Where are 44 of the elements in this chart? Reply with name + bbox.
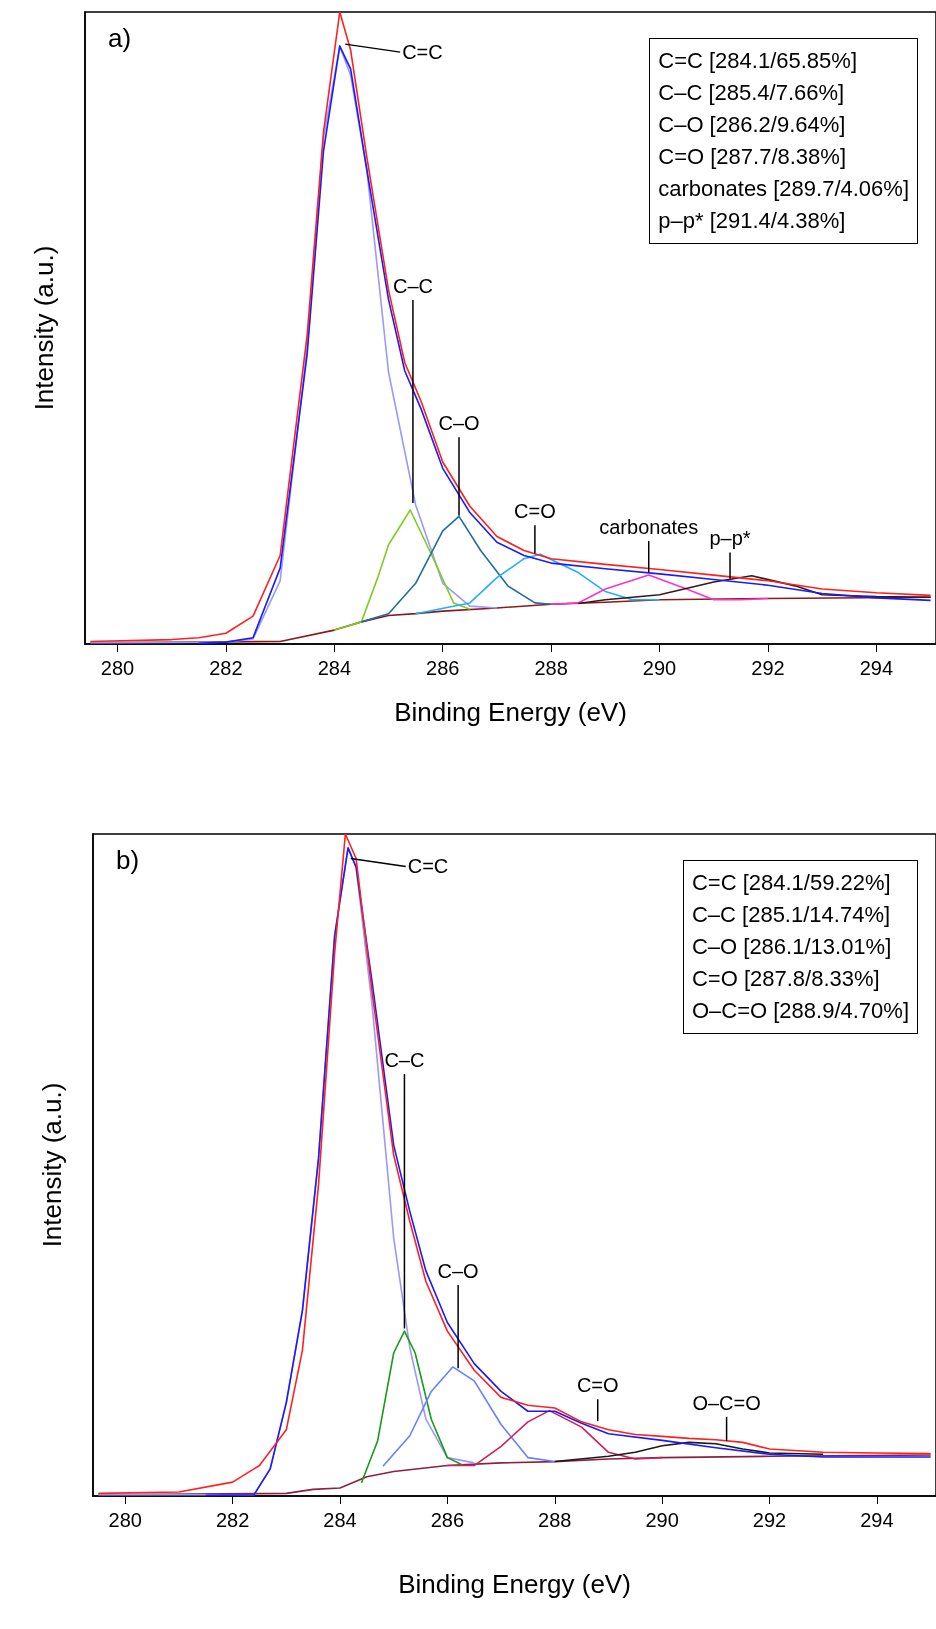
annotation: O–C=O [288.9/4.70%] [691,997,909,1025]
x-tick-label: 292 [751,657,785,679]
x-axis-title: Binding Energy (eV) [394,697,627,727]
annotation: C–O [286.2/9.64%] [658,111,847,139]
x-tick-label: 284 [323,1509,357,1531]
x-tick-label: 282 [209,657,243,679]
x-axis-title: Binding Energy (eV) [398,1569,631,1599]
x-tick-label: 286 [426,657,460,679]
annotation: C–C [285.4/7.66%] [658,79,846,107]
annotation: C=O [287.7/8.38%] [658,143,847,171]
annotation: p–p* [709,527,751,550]
annotation: C–C [384,1048,425,1071]
annotation: C–O [437,1259,479,1282]
x-tick-label: 290 [645,1509,679,1531]
annotation: p–p* [291.4/4.38%] [658,207,847,235]
y-axis-title: Intensity (a.u.) [29,245,59,411]
chart-title: a) [108,23,132,53]
x-tick-label: 286 [430,1509,465,1531]
x-tick-label: 288 [538,1509,572,1531]
text: b) [116,845,140,875]
annotation: C=C [284.1/65.85%] [658,47,858,75]
annotation: carbonates [599,515,699,538]
annotation: C–C [285.1/14.74%] [691,901,892,929]
x-tick-label: 288 [534,657,568,679]
x-tick-label: 294 [859,657,894,679]
x-tick-label: 280 [100,657,135,679]
annotation: carbonates [289.7/4.06%] [658,175,909,203]
annotation: C=O [514,500,556,523]
x-tick-label: 290 [642,657,677,679]
y-axis-title: Intensity (a.u.) [37,1082,67,1248]
x-tick-label: 294 [860,1509,894,1531]
annotation: C=C [284.1/59.22%] [691,869,892,897]
x-tick-label: 280 [108,1509,142,1531]
annotation: C=C [402,41,443,64]
annotation: C=O [287.8/8.33%] [691,965,881,993]
annotation: C=O [576,1374,619,1397]
x-tick-label: 292 [752,1509,787,1531]
annotation: C–C [392,275,433,297]
x-tick-label: 282 [215,1509,250,1531]
annotation: C=C [407,855,449,878]
annotation: O–C=O [692,1391,761,1414]
annotation: C–O [438,412,480,435]
annotation: C–O [286.1/13.01%] [691,933,893,961]
x-tick-label: 284 [317,657,352,679]
